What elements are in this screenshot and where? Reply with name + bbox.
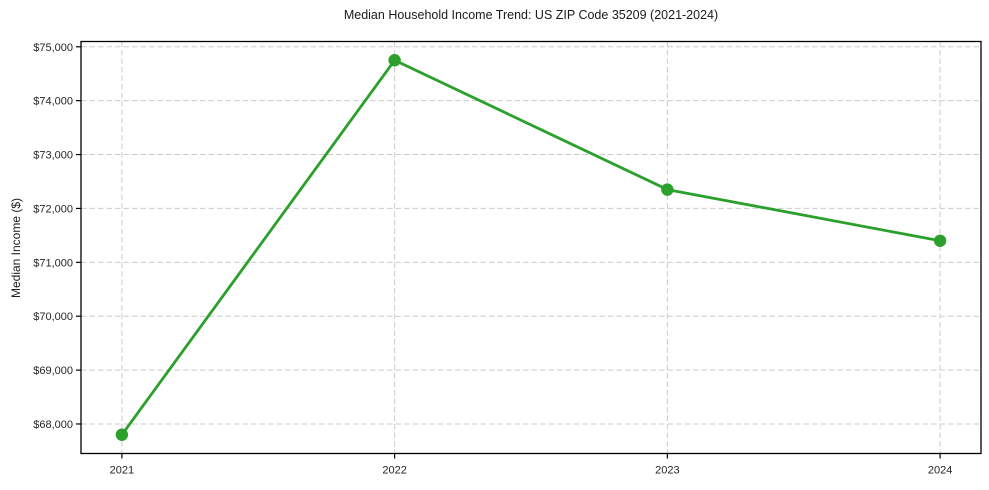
trend-line bbox=[120, 58, 941, 436]
y-tick-label: $73,000 bbox=[33, 150, 73, 162]
chart-title: Median Household Income Trend: US ZIP Co… bbox=[343, 8, 719, 22]
y-tick-label: $69,000 bbox=[33, 365, 73, 377]
y-tick-label: $74,000 bbox=[33, 96, 73, 108]
data-point bbox=[661, 183, 674, 196]
data-point bbox=[388, 54, 401, 67]
x-tick-label: 2024 bbox=[928, 465, 952, 477]
y-tick-label: $71,000 bbox=[33, 257, 73, 269]
y-tick-label: $70,000 bbox=[33, 311, 73, 323]
data-point bbox=[933, 234, 947, 247]
y-tick-label: $72,000 bbox=[33, 203, 73, 215]
x-tick-label: 2023 bbox=[655, 465, 679, 477]
data-point bbox=[115, 428, 129, 441]
y-tick-label: $68,000 bbox=[33, 419, 73, 431]
axes-frame bbox=[80, 40, 982, 455]
y-tick-label: $75,000 bbox=[33, 42, 73, 54]
x-tick-label: 2022 bbox=[382, 465, 406, 477]
x-tick-label: 2021 bbox=[110, 465, 134, 477]
